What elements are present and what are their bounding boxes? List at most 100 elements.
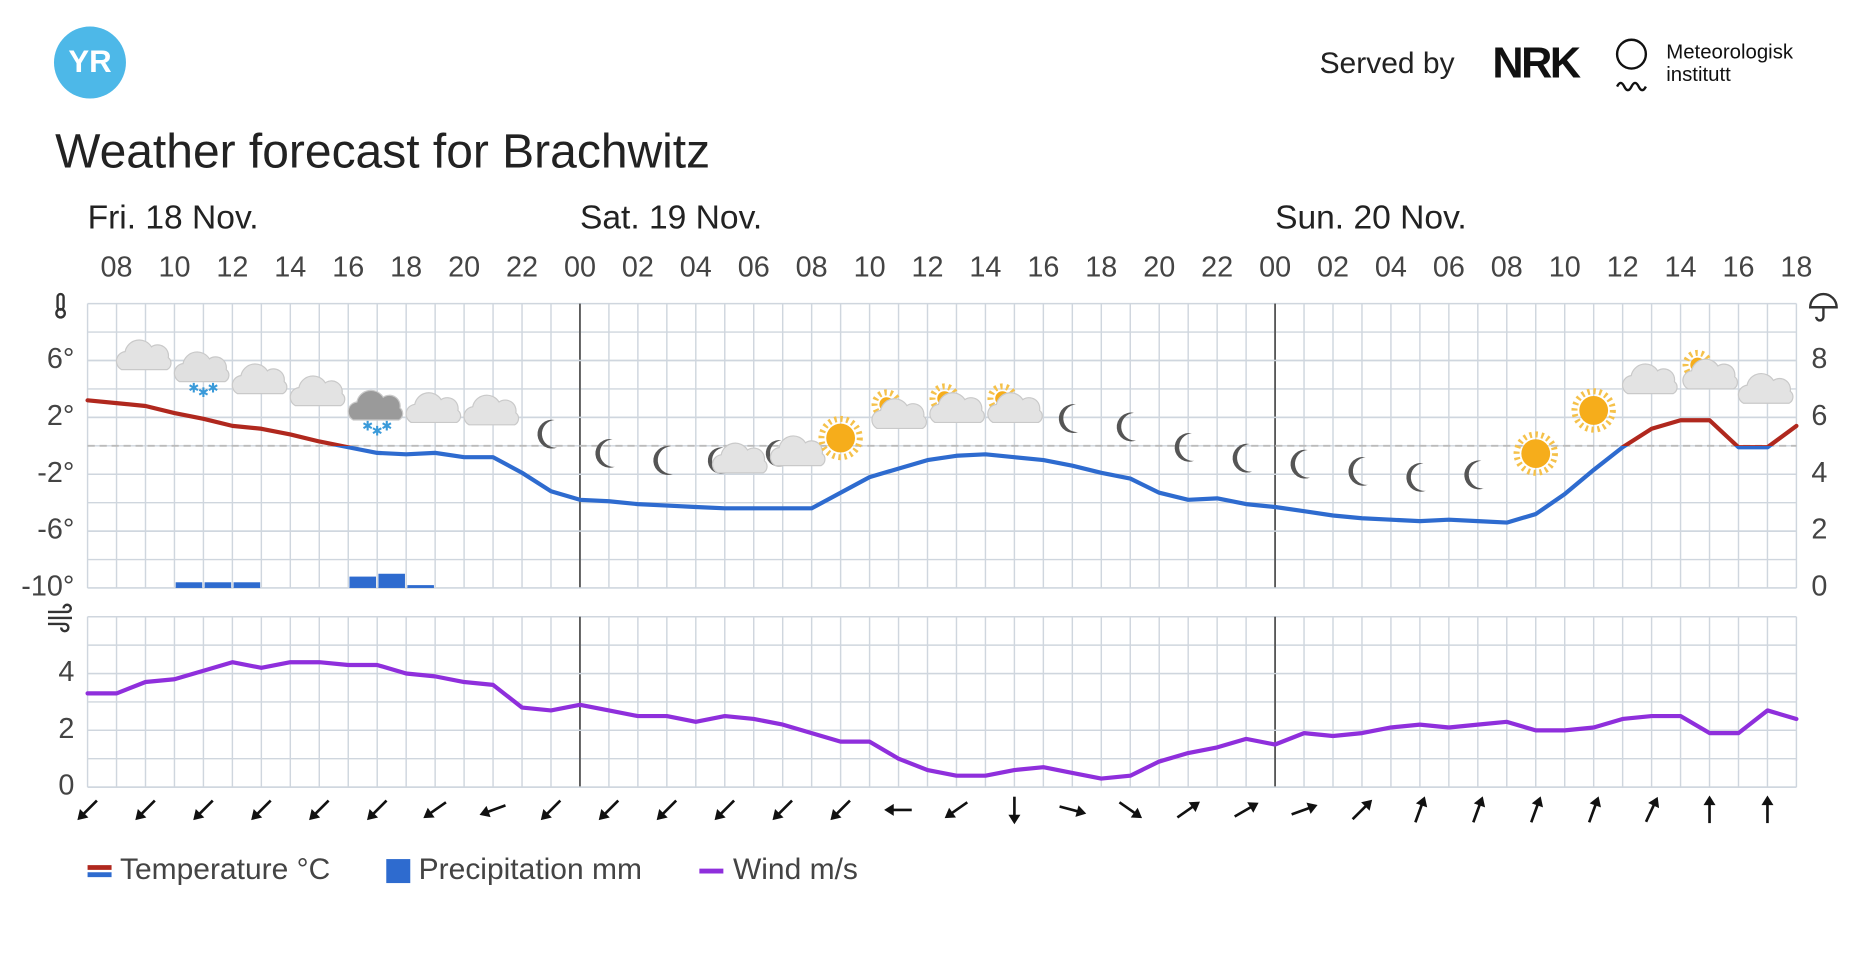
arrow-head [714, 809, 726, 821]
wind-arrow [1644, 796, 1660, 823]
hour-label: 02 [622, 251, 654, 283]
y2-tick-label: 8 [1811, 343, 1827, 375]
hour-label: 18 [390, 251, 422, 283]
precipitation-bar [233, 582, 261, 588]
y2-tick-label: 6 [1811, 400, 1827, 432]
wind-arrow [1059, 805, 1087, 817]
cloud [231, 363, 288, 395]
weather-icon [818, 415, 863, 461]
y2-tick-label: 2 [1811, 514, 1827, 546]
hour-label: 16 [1722, 251, 1754, 283]
cloud [405, 392, 462, 424]
hour-label: 14 [1665, 251, 1697, 283]
wind-icon [47, 603, 72, 633]
arrow-head [367, 809, 379, 821]
cloud [987, 392, 1043, 424]
moon [1174, 432, 1195, 462]
hour-label: 12 [1607, 251, 1639, 283]
arrow-head [830, 809, 842, 821]
moon [595, 438, 615, 468]
y2-tick-label: 0 [1811, 571, 1827, 603]
cloud [289, 375, 346, 407]
met-wave [1616, 81, 1647, 92]
snowflake: ✱ [381, 419, 392, 434]
wind-arrow [1587, 796, 1601, 823]
hour-label: 04 [1375, 251, 1407, 283]
sun-rays [818, 415, 863, 461]
arrow-head [479, 805, 491, 818]
cloud [173, 351, 230, 383]
weather-icon [1406, 462, 1426, 492]
wind-arrow [1291, 802, 1318, 816]
hour-label: 20 [448, 251, 480, 283]
weather-icon [1513, 431, 1558, 476]
weather-icon [405, 392, 462, 424]
wind-arrow [423, 801, 447, 819]
moon [1290, 449, 1311, 479]
cloud [1621, 363, 1678, 395]
weather-icon [1290, 449, 1311, 479]
weather-icon [231, 363, 288, 395]
precipitation-bar [204, 582, 232, 588]
moon [537, 419, 557, 449]
arrow-head [656, 809, 668, 821]
weather-icon [707, 442, 768, 474]
wind-arrow [830, 799, 851, 821]
arrow-head [1648, 796, 1660, 809]
weather-icon [289, 375, 346, 407]
logo-circle [53, 26, 126, 99]
wind-arrow [1008, 796, 1021, 825]
wind-arrow [1472, 796, 1486, 823]
weather-icon [1174, 432, 1195, 462]
arrow-head [944, 807, 956, 819]
arrow-head [1531, 796, 1544, 808]
weather-icon: ✱✱✱ [347, 389, 404, 438]
nrk-logo[interactable]: NRK [1492, 40, 1583, 88]
cloud [871, 398, 928, 430]
umbrella-icon [1809, 292, 1838, 322]
cloud [1737, 373, 1794, 404]
thermometer-icon [55, 292, 66, 319]
cloud [711, 442, 768, 474]
weather-icon [1621, 363, 1678, 395]
wind-arrow [135, 799, 156, 821]
weather-icon [1232, 443, 1253, 473]
weather-icon [1737, 373, 1794, 404]
met-logo[interactable]: Meteorologisk institutt [1615, 38, 1794, 92]
precipitation-bar [407, 585, 434, 588]
weather-icon [1464, 460, 1484, 490]
moon [1232, 443, 1253, 473]
snowflake: ✱ [198, 385, 209, 400]
arrow-head [1306, 802, 1318, 814]
hour-label: 08 [796, 251, 828, 283]
arrow-head [1075, 805, 1087, 817]
arrow-head [884, 803, 894, 816]
legend-label: Temperature °C [120, 853, 330, 886]
moon [1348, 456, 1368, 486]
met-text: institutt [1666, 64, 1731, 86]
hour-label: 06 [1433, 251, 1465, 283]
cloud [929, 392, 985, 424]
hour-label: 12 [216, 251, 248, 283]
moon [653, 446, 673, 475]
legend-label: Wind m/s [733, 853, 858, 886]
hour-label: 16 [1027, 251, 1059, 283]
logo-text: YR [68, 44, 111, 79]
hour-label: 16 [332, 251, 364, 283]
y-tick-label: 2 [58, 713, 74, 745]
weather-icon [463, 394, 520, 426]
precipitation-bar [175, 582, 203, 588]
series-line [85, 398, 1799, 525]
wind-arrow [1529, 796, 1544, 823]
cloud [1682, 358, 1738, 390]
weather-icon [1571, 388, 1616, 433]
day-label: Sat. 19 Nov. [580, 200, 762, 237]
wind-arrow [193, 799, 214, 821]
arrow-head [540, 809, 552, 821]
hour-label: 20 [1143, 251, 1175, 283]
yr-logo[interactable]: YR [53, 26, 126, 99]
y-tick-label: -2° [37, 457, 74, 489]
hour-label: 18 [1780, 251, 1812, 283]
